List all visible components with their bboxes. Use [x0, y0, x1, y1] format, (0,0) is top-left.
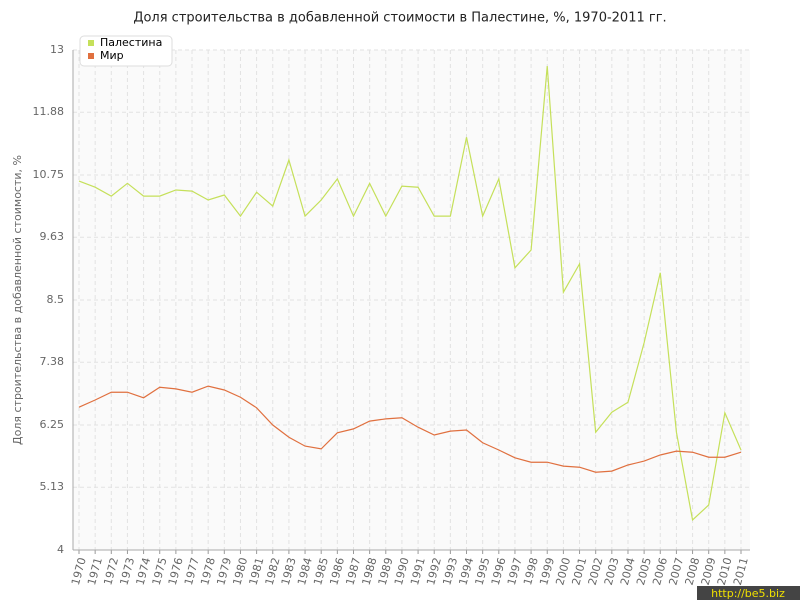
chart-title: Доля строительства в добавленной стоимос…: [133, 11, 666, 26]
legend-label: Мир: [100, 49, 124, 62]
series-line: [78, 385, 742, 473]
watermark: http://be5.biz: [711, 587, 785, 600]
y-tick-label: 13: [50, 43, 64, 56]
y-tick-label: 5.13: [40, 480, 65, 493]
watermark-bg: [697, 586, 800, 600]
legend-box: [79, 35, 173, 67]
y-tick-label: 4: [57, 543, 64, 556]
legend-swatch: [88, 53, 94, 59]
y-tick-label: 9.63: [40, 230, 65, 243]
y-tick-label: 8.5: [47, 293, 65, 306]
y-tick-label: 10.75: [33, 168, 65, 181]
y-tick-label: 11.88: [33, 105, 65, 118]
series-line: [78, 66, 742, 522]
y-axis-label: Доля строительства в добавленной стоимос…: [11, 155, 24, 445]
y-tick-label: 7.38: [40, 355, 65, 368]
y-tick-label: 6.25: [40, 418, 65, 431]
legend-swatch: [88, 40, 94, 46]
legend-label: Палестина: [100, 36, 162, 49]
